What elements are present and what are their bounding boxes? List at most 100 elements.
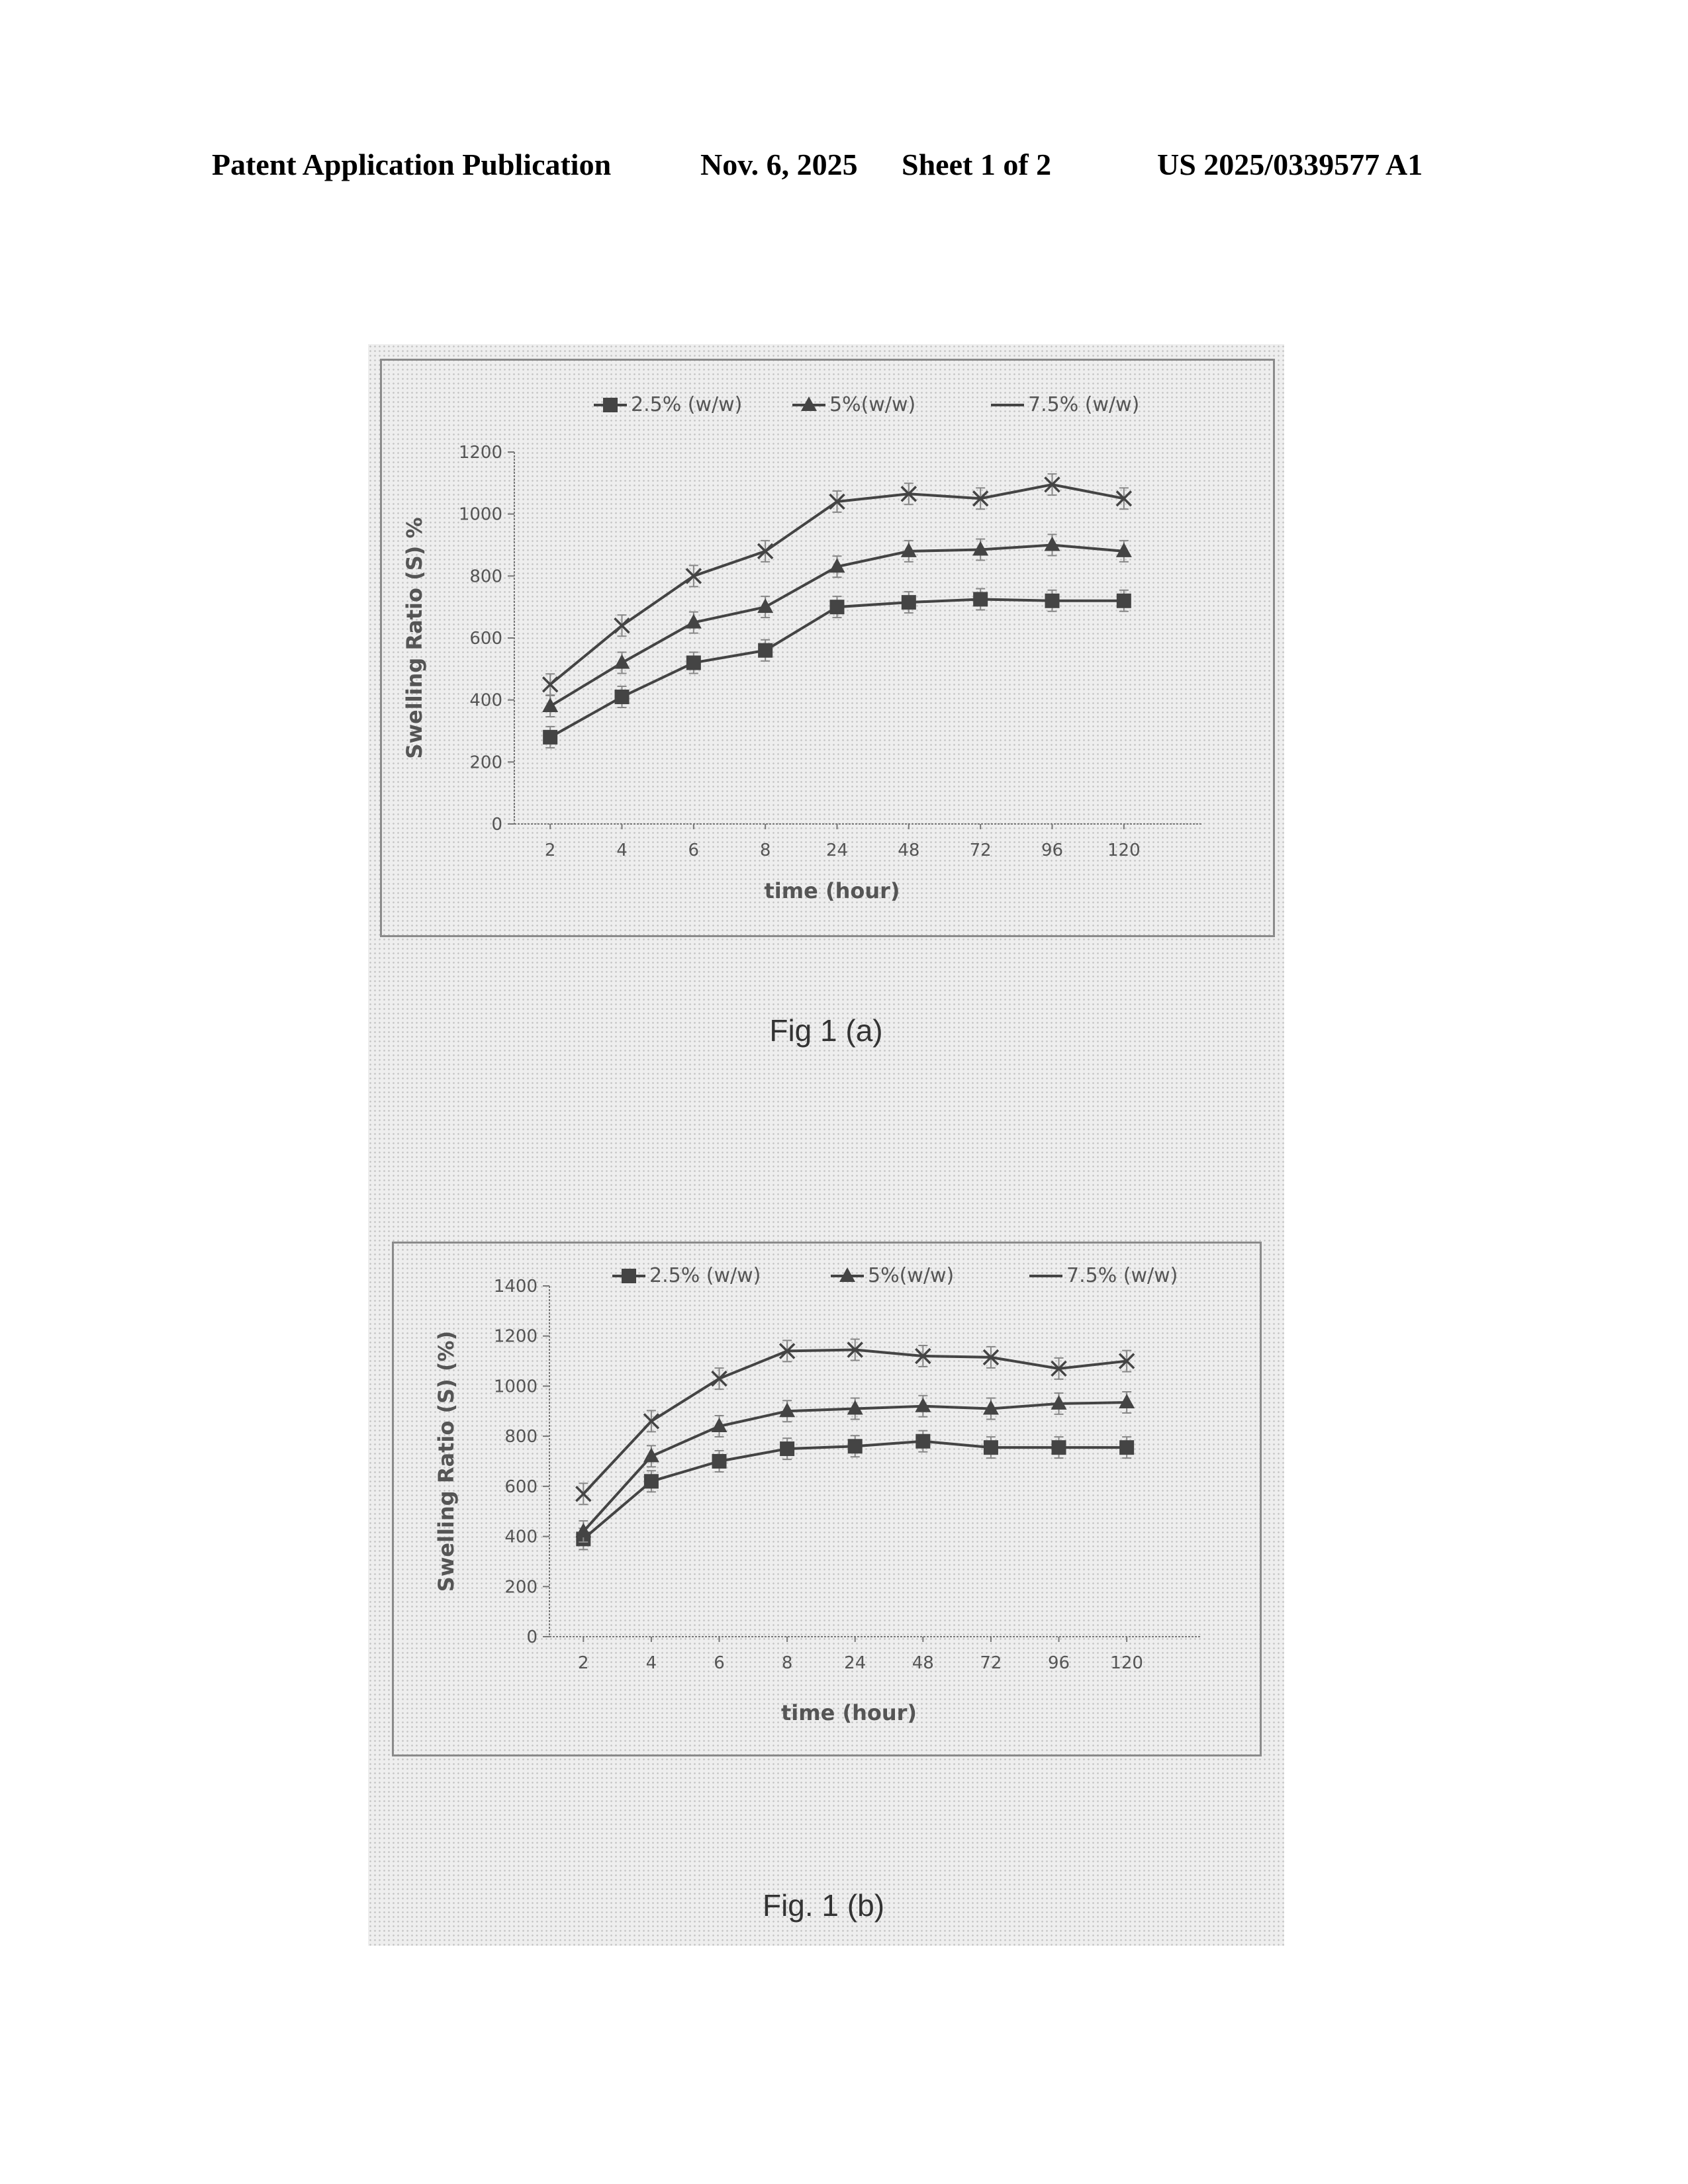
x-tick-label: 72 (970, 841, 992, 860)
x-tick-label: 2 (578, 1653, 589, 1673)
data-point (847, 1439, 863, 1454)
series-1 (575, 1391, 1135, 1543)
data-point (686, 655, 701, 670)
patent-number: US 2025/0339577 A1 (1157, 148, 1423, 181)
caption-fig-1a: Fig 1 (a) (769, 1013, 883, 1048)
data-point (1051, 1360, 1067, 1377)
x-tick-label: 8 (760, 841, 771, 860)
data-point (829, 600, 845, 615)
y-tick-label: 600 (504, 1477, 538, 1497)
y-tick-label: 1200 (494, 1327, 538, 1347)
data-point (829, 493, 845, 510)
data-point (685, 568, 702, 584)
y-tick-label: 200 (469, 752, 502, 772)
data-point (643, 1474, 659, 1489)
x-tick-label: 4 (646, 1653, 657, 1673)
caption-fig-1b: Fig. 1 (b) (762, 1888, 885, 1923)
x-tick-label: 96 (1048, 1653, 1070, 1673)
legend-marker (622, 1269, 636, 1283)
legend-label: 7.5% (w/w) (1066, 1264, 1178, 1287)
data-point (972, 490, 989, 507)
x-tick-label: 6 (714, 1653, 725, 1673)
x-tick-label: 4 (616, 841, 628, 860)
legend-marker (839, 1267, 855, 1282)
data-point (542, 698, 559, 713)
series-line (549, 598, 1124, 739)
series-line (582, 1401, 1127, 1533)
x-tick-label: 72 (980, 1653, 1002, 1673)
figure-panel (368, 344, 1284, 1946)
legend-label: 2.5% (w/w) (649, 1264, 761, 1287)
data-point (1118, 1353, 1135, 1369)
x-tick-label: 48 (898, 841, 919, 860)
data-point (758, 643, 773, 658)
series-line (582, 1348, 1127, 1495)
x-tick-label: 8 (782, 1653, 793, 1673)
data-point (757, 598, 774, 614)
data-point (614, 654, 630, 669)
data-point (1044, 536, 1060, 551)
y-tick-label: 400 (469, 691, 502, 711)
data-point (847, 1342, 863, 1358)
data-point (780, 1441, 795, 1457)
data-point (614, 689, 630, 704)
data-point (643, 1413, 660, 1430)
x-tick-label: 96 (1041, 841, 1063, 860)
data-point (1045, 593, 1060, 608)
data-point (1044, 476, 1060, 493)
data-point (1115, 542, 1132, 557)
data-point (1051, 1440, 1066, 1455)
data-point (575, 1485, 592, 1502)
legend-entry-1: 5%(w/w) (792, 393, 915, 416)
data-point (711, 1370, 727, 1387)
data-point (829, 558, 845, 573)
data-point (847, 1400, 863, 1415)
data-point (779, 1402, 796, 1418)
series-2 (575, 1338, 1135, 1506)
x-axis-label: time (hour) (781, 1700, 917, 1725)
data-point (973, 592, 988, 607)
y-tick-label: 0 (526, 1627, 538, 1647)
y-tick-label: 400 (504, 1527, 538, 1547)
chart-fig-1a: 0 200 400 600 800 1000 1200 2 4 6 8 24 48 72 96 120 time… (380, 359, 1275, 937)
x-tick-label: 48 (912, 1653, 934, 1673)
x-tick-label: 2 (545, 841, 556, 860)
y-axis-label: Swelling Ratio (S) % (402, 517, 427, 758)
data-point (541, 676, 559, 693)
data-point (915, 1433, 931, 1449)
legend-entry-0: 2.5% (w/w) (612, 1264, 761, 1287)
x-tick-label: 24 (826, 841, 848, 860)
y-tick-label: 1000 (494, 1377, 538, 1396)
x-tick-label: 6 (688, 841, 700, 860)
data-point (1116, 593, 1131, 608)
y-tick-label: 1200 (459, 443, 502, 463)
series-0 (576, 1430, 1135, 1551)
data-point (575, 1523, 592, 1537)
data-point (915, 1397, 931, 1412)
data-point (685, 614, 702, 629)
data-point (711, 1418, 727, 1432)
legend-label: 7.5% (w/w) (1028, 393, 1139, 416)
legend-entry-0: 2.5% (w/w) (594, 393, 742, 416)
data-point (982, 1400, 999, 1415)
data-point (778, 1343, 796, 1359)
data-point (900, 485, 917, 502)
y-tick-label: 800 (469, 567, 502, 586)
legend-label: 5%(w/w) (868, 1264, 954, 1287)
data-point (643, 1447, 659, 1463)
x-tick-label: 120 (1107, 841, 1141, 860)
y-tick-label: 1400 (494, 1277, 538, 1297)
x-tick-label: 24 (844, 1653, 866, 1673)
y-axis-label: Swelling Ratio (S) (%) (434, 1331, 459, 1592)
chart-fig-1b: 0 200 400 600 800 1000 1200 1400 2 4 6 8 24 48 72 96 120… (392, 1242, 1262, 1756)
legend-label: 2.5% (w/w) (631, 393, 742, 416)
legend-entry-2: 7.5% (w/w) (991, 393, 1139, 416)
legend-label: 5%(w/w) (829, 393, 915, 416)
legend-entry-1: 5%(w/w) (831, 1264, 954, 1287)
data-point (972, 541, 989, 556)
data-point (1119, 1440, 1135, 1455)
sheet-number: Sheet 1 of 2 (902, 148, 1052, 181)
legend-entry-2: 7.5% (w/w) (1029, 1264, 1178, 1287)
